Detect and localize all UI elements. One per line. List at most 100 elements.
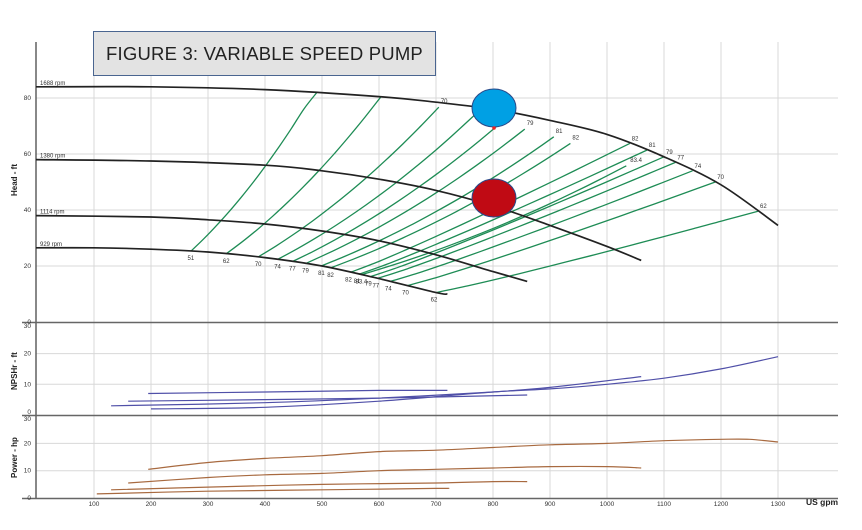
head-tick-label: 0	[27, 319, 31, 326]
npsh-tick-label: 0	[27, 409, 31, 416]
efficiency-line	[361, 165, 627, 276]
x-tick-label: 1200	[714, 501, 729, 508]
head-tick-label: 80	[24, 95, 32, 102]
efficiency-label: 79	[666, 150, 673, 156]
x-tick-label: 300	[203, 501, 214, 508]
power-curve	[96, 487, 450, 495]
speed-curve	[35, 158, 642, 262]
efficiency-line	[377, 161, 676, 279]
speed-curves: 1688 rpm 1380 rpm 1114 rpm 929 rpm	[35, 81, 779, 296]
npsh-curve	[111, 376, 642, 407]
efficiency-label: 70	[717, 175, 724, 181]
x-tick-label: 100	[89, 501, 100, 508]
grid-lines	[36, 42, 838, 498]
axes	[22, 42, 838, 500]
efficiency-line	[330, 142, 571, 269]
efficiency-label: 62	[223, 259, 230, 265]
efficiency-label: 74	[274, 264, 281, 270]
efficiency-line	[390, 170, 693, 283]
npsh-curve	[148, 389, 448, 395]
efficiency-label: 83.4	[630, 158, 642, 164]
npsh-curve	[150, 356, 779, 410]
power-curves	[96, 438, 779, 495]
efficiency-line	[190, 92, 318, 252]
efficiency-line	[257, 106, 440, 258]
power-curve	[148, 438, 779, 470]
power-tick-label: 20	[24, 440, 32, 447]
power-curve	[128, 465, 642, 484]
speed-label: 1380 rpm	[40, 154, 65, 160]
figure-title: FIGURE 3: VARIABLE SPEED PUMP	[93, 31, 436, 76]
efficiency-label: 74	[385, 286, 392, 292]
efficiency-label: 77	[677, 155, 684, 161]
efficiency-label: 62	[760, 204, 767, 210]
efficiency-label: 82	[345, 277, 352, 283]
red-dot-marker	[492, 126, 496, 130]
x-tick-label: 700	[431, 501, 442, 508]
red-operating-point-marker	[471, 178, 517, 218]
x-axis-unit: US gpm	[806, 497, 839, 507]
efficiency-line	[292, 122, 502, 263]
efficiency-line	[435, 210, 759, 294]
efficiency-label: 62	[431, 298, 438, 304]
power-tick-label: 0	[27, 495, 31, 502]
power-axis-label: Power - hp	[10, 437, 19, 478]
x-tick-label: 200	[146, 501, 157, 508]
efficiency-label: 77	[289, 267, 296, 273]
x-tick-label: 800	[488, 501, 499, 508]
speed-label: 1114 rpm	[40, 210, 64, 216]
efficiency-label: 81	[318, 271, 325, 277]
power-tick-label: 10	[24, 468, 32, 475]
x-tick-label: 1100	[657, 501, 671, 508]
efficiency-label: 70	[441, 99, 448, 105]
operating-point-markers	[471, 88, 517, 218]
x-tick-label: 1300	[771, 501, 786, 508]
efficiency-label: 82	[327, 273, 334, 279]
efficiency-line	[277, 115, 475, 260]
efficiency-label: 70	[402, 291, 409, 297]
efficiency-line	[321, 136, 555, 267]
efficiency-label: 82	[572, 135, 579, 141]
efficiency-label: 74	[695, 164, 702, 170]
x-tick-label: 400	[260, 501, 271, 508]
npsh-curve	[128, 394, 528, 402]
efficiency-label: 51	[188, 256, 195, 262]
head-tick-label: 60	[24, 151, 32, 158]
x-tick-label: 1000	[600, 501, 615, 508]
speed-curve	[35, 85, 779, 227]
efficiency-line	[407, 181, 716, 287]
efficiency-label: 70	[255, 262, 262, 268]
head-tick-label: 40	[24, 207, 32, 214]
head-axis-label: Head - ft	[10, 164, 19, 196]
npsh-tick-label: 20	[24, 351, 32, 358]
x-tick-label: 500	[317, 501, 328, 508]
npsh-axis-label: NPSHr - ft	[10, 352, 19, 390]
efficiency-label: 81	[649, 143, 656, 149]
blue-operating-point-marker	[471, 88, 517, 128]
efficiency-lines	[190, 92, 759, 294]
speed-curve	[35, 246, 448, 296]
x-tick-label: 900	[545, 501, 556, 508]
x-tick-label: 600	[374, 501, 385, 508]
tick-labels: 100 200 300 400 500 600 700 800 900 1000 1100 1200 1…	[24, 95, 786, 508]
efficiency-label: 79	[527, 121, 534, 127]
head-tick-label: 20	[24, 263, 32, 270]
speed-curve	[35, 214, 528, 283]
efficiency-line	[370, 156, 665, 278]
efficiency-label: 81	[556, 129, 563, 135]
efficiency-label: 83.4	[355, 280, 367, 286]
efficiency-line	[305, 128, 526, 265]
npsh-curves	[111, 356, 779, 410]
npsh-tick-label: 10	[24, 381, 32, 388]
efficiency-label: 81	[354, 279, 361, 285]
efficiency-line	[225, 96, 382, 255]
efficiency-label: 77	[373, 283, 380, 289]
speed-label: 1688 rpm	[40, 81, 65, 87]
power-tick-label: 30	[24, 416, 32, 423]
efficiency-label: 79	[365, 282, 372, 288]
npsh-tick-label: 30	[24, 323, 32, 330]
power-curve	[111, 480, 528, 491]
speed-label: 929 rpm	[40, 242, 62, 248]
efficiency-label: 82	[632, 136, 639, 142]
